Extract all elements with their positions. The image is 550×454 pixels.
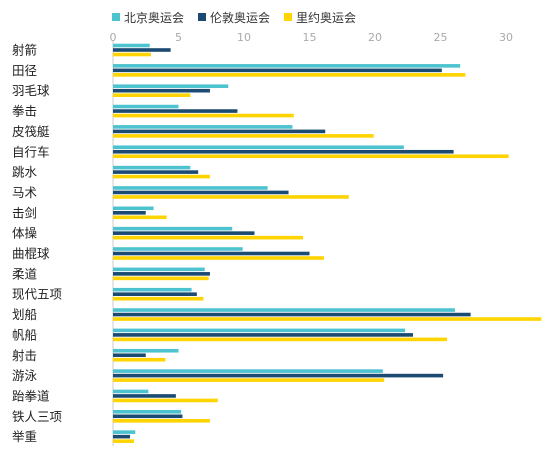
bar-london bbox=[113, 394, 176, 398]
bar-rio bbox=[113, 317, 542, 321]
category-label: 柔道 bbox=[12, 266, 38, 281]
bar-london bbox=[113, 312, 471, 317]
legend-swatch-london bbox=[198, 13, 207, 21]
bar-london bbox=[113, 333, 413, 337]
bar-beijing bbox=[113, 125, 293, 129]
bar-beijing bbox=[113, 308, 455, 312]
bar-rio bbox=[113, 195, 349, 199]
bar-rio bbox=[113, 337, 448, 342]
x-tick-label: 30 bbox=[499, 31, 513, 44]
category-label: 举重 bbox=[12, 429, 37, 444]
category-label: 跳水 bbox=[12, 165, 38, 180]
x-tick-label: 0 bbox=[110, 31, 117, 44]
bar-rio bbox=[113, 134, 374, 138]
bar-rio bbox=[113, 52, 151, 57]
category-label: 划船 bbox=[12, 307, 37, 322]
category-label: 跆拳道 bbox=[12, 388, 50, 403]
bar-london bbox=[113, 272, 210, 276]
bar-rio bbox=[113, 93, 191, 97]
bar-rio bbox=[113, 154, 509, 159]
bar-london bbox=[113, 88, 210, 93]
category-label: 羽毛球 bbox=[12, 83, 50, 98]
legend-swatch-rio bbox=[284, 13, 293, 21]
category-label: 皮筏艇 bbox=[12, 124, 50, 139]
category-label: 自行车 bbox=[12, 144, 50, 159]
category-label: 现代五项 bbox=[12, 287, 62, 302]
bar-beijing bbox=[113, 64, 461, 68]
bar-rio bbox=[113, 73, 466, 77]
bar-beijing bbox=[113, 389, 149, 394]
bar-london bbox=[113, 170, 199, 174]
bar-london bbox=[113, 231, 255, 235]
x-tick-label: 25 bbox=[434, 31, 448, 44]
bar-beijing bbox=[113, 328, 406, 333]
legend-label-rio: 里约奥运会 bbox=[296, 10, 357, 25]
bar-rio bbox=[113, 296, 204, 301]
bar-beijing bbox=[113, 287, 192, 292]
bar-london bbox=[113, 149, 454, 154]
bar-london bbox=[113, 373, 444, 378]
bar-beijing bbox=[113, 348, 179, 353]
category-label: 拳击 bbox=[12, 104, 37, 119]
bar-rio bbox=[113, 398, 218, 403]
legend-item-rio: 里约奥运会 bbox=[284, 9, 356, 26]
category-label: 马术 bbox=[12, 185, 38, 200]
bar-beijing bbox=[113, 84, 229, 88]
bar-rio bbox=[113, 419, 210, 423]
category-label: 帆船 bbox=[12, 327, 37, 342]
bar-london bbox=[113, 414, 183, 419]
bar-london bbox=[113, 68, 442, 73]
bar-rio bbox=[113, 215, 167, 220]
bar-beijing bbox=[113, 43, 150, 48]
bar-london bbox=[113, 190, 289, 195]
bar-rio bbox=[113, 357, 166, 362]
legend-label-london: 伦敦奥运会 bbox=[210, 10, 271, 25]
bar-beijing bbox=[113, 104, 179, 109]
category-label: 射箭 bbox=[12, 43, 37, 58]
bar-beijing bbox=[113, 145, 404, 150]
category-label: 曲棍球 bbox=[12, 246, 50, 261]
bar-beijing bbox=[113, 410, 182, 414]
category-label: 铁人三项 bbox=[12, 409, 62, 424]
x-tick-label: 20 bbox=[368, 31, 382, 44]
bar-london bbox=[113, 434, 131, 439]
legend-swatch-beijing bbox=[112, 13, 120, 21]
bar-beijing bbox=[113, 186, 268, 190]
x-tick-label: 15 bbox=[303, 31, 317, 44]
bar-rio bbox=[113, 174, 210, 179]
bar-rio bbox=[113, 276, 209, 281]
bar-london bbox=[113, 211, 146, 215]
bar-rio bbox=[113, 439, 134, 443]
category-label: 田径 bbox=[12, 63, 37, 78]
category-label: 射击 bbox=[12, 348, 37, 363]
bar-beijing bbox=[113, 226, 233, 231]
bar-london bbox=[113, 48, 171, 52]
bar-beijing bbox=[113, 206, 154, 211]
chart-legend: 北京奥运会 伦敦奥运会 里约奥运会 bbox=[112, 8, 370, 26]
category-label: 游泳 bbox=[12, 368, 38, 383]
category-label: 击剑 bbox=[12, 205, 37, 220]
bar-rio bbox=[113, 256, 324, 260]
x-tick-label: 5 bbox=[175, 31, 182, 44]
bar-rio bbox=[113, 378, 385, 382]
category-label: 体操 bbox=[12, 226, 38, 241]
bar-london bbox=[113, 251, 310, 256]
bar-rio bbox=[113, 113, 294, 118]
bar-london bbox=[113, 292, 197, 296]
bar-beijing bbox=[113, 165, 191, 170]
bar-london bbox=[113, 109, 238, 113]
bar-beijing bbox=[113, 247, 243, 251]
bar-london bbox=[113, 129, 326, 134]
bar-rio bbox=[113, 235, 303, 240]
legend-item-beijing: 北京奥运会 bbox=[112, 9, 184, 26]
x-tick-label: 10 bbox=[237, 31, 251, 44]
bar-beijing bbox=[113, 267, 205, 272]
bar-london bbox=[113, 353, 146, 358]
legend-label-beijing: 北京奥运会 bbox=[124, 10, 185, 25]
legend-item-london: 伦敦奥运会 bbox=[198, 9, 270, 26]
bar-beijing bbox=[113, 369, 383, 373]
bar-beijing bbox=[113, 430, 136, 434]
